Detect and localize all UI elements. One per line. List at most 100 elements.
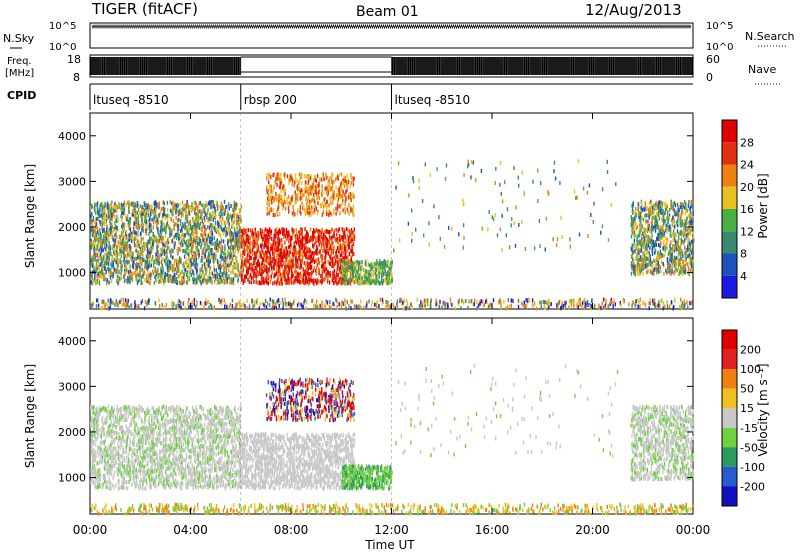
range-gate-cell — [225, 274, 228, 279]
range-gate-cell — [331, 186, 333, 191]
range-gate-cell — [192, 235, 195, 240]
range-gate-cell — [100, 202, 102, 207]
range-gate-cell — [344, 281, 346, 286]
range-gate-cell — [133, 221, 136, 226]
range-gate-cell — [234, 202, 236, 207]
range-gate-cell — [350, 198, 352, 202]
range-gate-cell — [91, 232, 93, 237]
range-gate-cell — [104, 265, 106, 270]
range-gate-cell — [312, 237, 314, 242]
range-gate-cell — [337, 188, 339, 193]
range-gate-cell — [333, 208, 335, 213]
range-gate-cell — [331, 172, 333, 177]
range-gate-cell — [309, 265, 312, 270]
range-gate-cell — [347, 260, 349, 265]
range-gate-cell — [184, 268, 187, 273]
freq-tick-bottom: 8 — [73, 71, 80, 84]
range-gate-cell — [318, 242, 320, 247]
range-gate-cell — [96, 216, 98, 221]
range-gate-cell — [314, 203, 316, 208]
range-gate-cell — [312, 234, 314, 239]
range-gate-cell — [346, 207, 349, 212]
range-gate-cell — [155, 201, 158, 206]
range-gate-cell — [178, 226, 180, 231]
range-gate-cell — [294, 190, 296, 195]
range-gate-cell — [347, 254, 349, 259]
range-gate-cell — [346, 188, 348, 193]
range-gate-cell — [312, 280, 314, 285]
range-gate-cell — [139, 232, 142, 237]
range-gate-cell — [339, 185, 342, 190]
range-gate-cell — [686, 208, 688, 213]
range-gate-cell — [276, 279, 278, 284]
range-gate-cell — [206, 203, 208, 208]
range-gate-cell — [316, 280, 318, 285]
range-gate-cell — [179, 245, 182, 250]
range-gate-cell — [338, 186, 340, 191]
range-gate-cell — [120, 202, 123, 207]
range-gate-cell — [291, 182, 294, 187]
range-gate-cell — [98, 237, 101, 242]
range-gate-cell — [185, 226, 187, 231]
range-gate-cell — [317, 251, 319, 256]
range-gate-cell — [137, 218, 140, 223]
range-gate-cell — [227, 251, 229, 256]
range-gate-cell — [256, 269, 258, 274]
range-gate-cell — [633, 225, 635, 230]
range-gate-cell — [192, 244, 194, 249]
range-gate-cell — [279, 258, 281, 263]
range-gate-cell — [133, 226, 135, 231]
range-gate-cell — [298, 249, 301, 254]
range-gate-cell — [166, 240, 168, 245]
range-gate-cell — [134, 233, 136, 238]
range-gate-cell — [117, 204, 119, 209]
range-gate-cell — [136, 252, 139, 257]
range-gate-cell — [100, 274, 103, 279]
range-gate-cell — [271, 200, 273, 205]
range-gate-cell — [203, 207, 206, 211]
range-gate-cell — [309, 235, 312, 240]
range-gate-cell — [142, 236, 144, 241]
range-gate-cell — [383, 259, 385, 264]
range-gate-cell — [176, 249, 178, 253]
range-gate-cell — [199, 274, 201, 279]
range-gate-cell — [245, 236, 248, 241]
range-gate-cell — [318, 260, 320, 265]
range-gate-cell — [334, 237, 336, 241]
range-gate-cell — [269, 195, 271, 200]
range-gate-cell — [352, 242, 355, 247]
range-gate-cell — [341, 270, 343, 274]
range-gate-cell — [306, 279, 308, 284]
range-gate-cell — [344, 210, 346, 215]
range-gate-cell — [163, 281, 165, 286]
range-gate-cell — [266, 253, 268, 258]
range-gate-cell — [260, 265, 262, 269]
range-gate-cell — [194, 252, 196, 257]
range-gate-cell — [154, 237, 156, 242]
range-gate-cell — [285, 246, 288, 251]
range-gate-cell — [162, 278, 164, 283]
range-gate-cell — [344, 179, 346, 184]
range-gate-cell — [291, 269, 293, 274]
range-gate-cell — [129, 253, 131, 258]
range-gate-cell — [289, 174, 291, 179]
range-gate-cell — [201, 228, 203, 233]
range-gate-cell — [340, 172, 343, 177]
range-gate-cell — [124, 254, 127, 259]
range-gate-cell — [177, 218, 179, 223]
range-gate-cell — [219, 260, 221, 265]
range-gate-cell — [195, 212, 197, 217]
range-gate-cell — [187, 262, 189, 266]
range-gate-cell — [340, 258, 343, 263]
range-gate-cell — [255, 279, 257, 284]
range-gate-cell — [344, 245, 346, 250]
range-gate-cell — [270, 276, 272, 281]
range-gate-cell — [254, 243, 257, 248]
range-gate-cell — [224, 280, 226, 285]
range-gate-cell — [303, 204, 305, 209]
range-gate-cell — [108, 266, 110, 271]
range-gate-cell — [106, 255, 108, 260]
range-gate-cell — [285, 258, 287, 263]
range-gate-cell — [389, 263, 391, 268]
range-gate-cell — [315, 248, 318, 253]
